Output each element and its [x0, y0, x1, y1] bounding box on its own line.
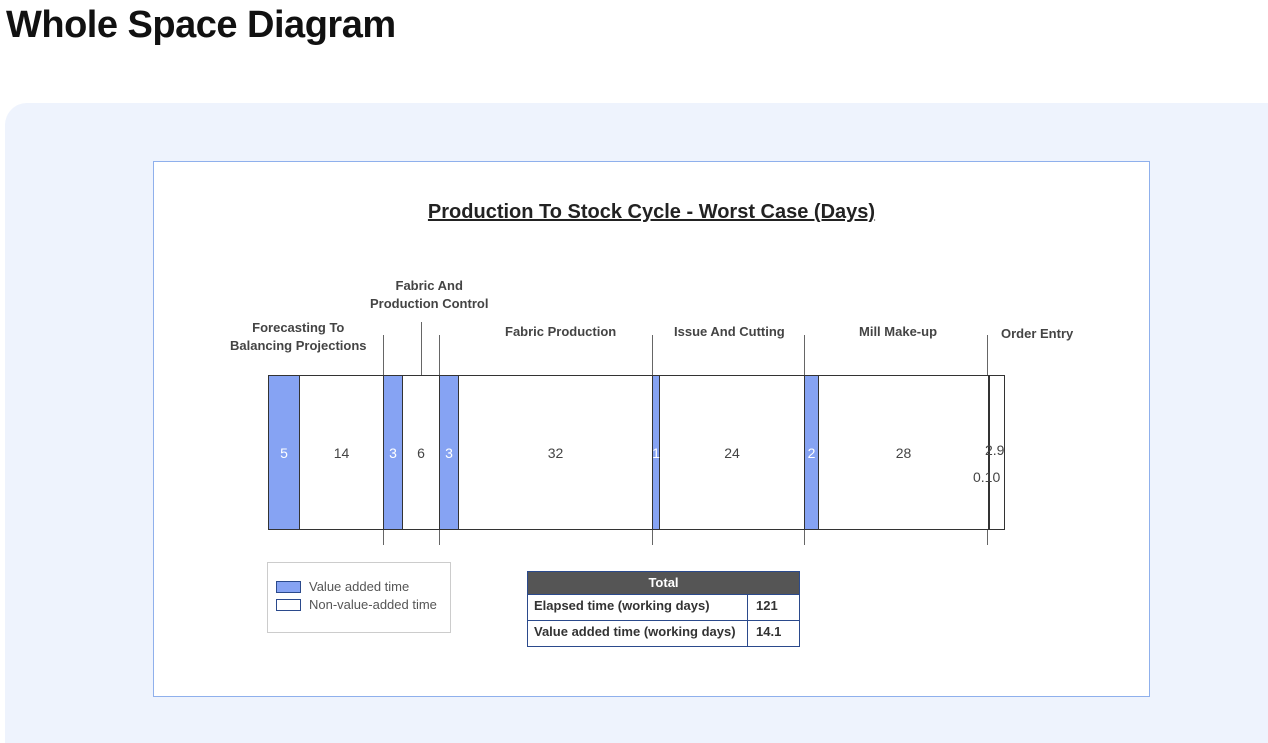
phase-label-forecasting: Forecasting To Balancing Projections [230, 319, 367, 355]
segment-value: 2 [807, 444, 816, 461]
table-row: Value added time (working days) 14.1 [528, 620, 799, 646]
legend-swatch-value-added [276, 580, 301, 593]
phase-label-line: Production Control [370, 296, 489, 311]
time-bar: 5 14 3 6 3 32 1 24 2 28 [268, 375, 1005, 530]
segment-forecasting-va: 5 [269, 376, 300, 529]
phase-label-line: Order Entry [1001, 326, 1074, 341]
diagram-title: Production To Stock Cycle - Worst Case (… [427, 201, 876, 223]
segment-value: 24 [724, 444, 740, 461]
segment-fabric-nva: 32 [459, 376, 653, 529]
phase-label-issue-cutting: Issue And Cutting [674, 323, 785, 341]
phase-label-line: Forecasting To [252, 320, 345, 335]
phase-label-line: Fabric And [395, 278, 463, 293]
phase-divider [421, 322, 422, 384]
segment-order-nva [990, 376, 1004, 529]
segment-issue-nva: 24 [660, 376, 805, 529]
segment-issue-va: 1 [652, 376, 660, 529]
segment-fabric-va: 3 [440, 376, 459, 529]
legend-item-value-added: Value added time [276, 579, 409, 594]
segment-control-va: 3 [384, 376, 403, 529]
order-entry-nva-value: 2.9 [985, 442, 1005, 458]
segment-value: 5 [280, 444, 288, 461]
totals-label: Value added time (working days) [528, 621, 748, 646]
legend-label: Non-value-added time [309, 597, 437, 612]
order-entry-va-value: 0.10 [973, 469, 1001, 485]
segment-order-va [989, 376, 990, 529]
segment-mill-nva: 28 [819, 376, 989, 529]
totals-value: 121 [756, 598, 778, 613]
table-row: Elapsed time (working days) 121 [528, 594, 799, 620]
legend-swatch-non-value-added [276, 598, 301, 611]
segment-forecasting-nva: 14 [300, 376, 384, 529]
diagram-sheet: Production To Stock Cycle - Worst Case (… [153, 161, 1150, 697]
totals-table: Total Elapsed time (working days) 121 Va… [527, 571, 800, 647]
legend-label: Value added time [309, 579, 410, 594]
phase-label-fabric-control: Fabric And Production Control [370, 277, 488, 313]
legend: Value added time Non-value-added time [267, 562, 451, 633]
segment-value: 6 [417, 444, 425, 461]
phase-label-order-entry: Order Entry [1001, 325, 1073, 343]
segment-value: 3 [389, 444, 397, 461]
segment-value: 32 [547, 444, 564, 461]
phase-label-line: Issue And Cutting [674, 324, 785, 339]
totals-label: Elapsed time (working days) [528, 595, 748, 620]
segment-control-nva: 6 [403, 376, 440, 529]
phase-label-mill-makeup: Mill Make-up [859, 323, 937, 341]
segment-mill-va: 2 [805, 376, 819, 529]
legend-item-non-value-added: Non-value-added time [276, 597, 437, 612]
totals-header: Total [528, 572, 799, 594]
phase-label-fabric-production: Fabric Production [505, 323, 616, 341]
totals-value: 14.1 [756, 624, 782, 639]
phase-label-line: Fabric Production [505, 324, 617, 339]
phase-label-line: Mill Make-up [859, 324, 938, 339]
segment-value: 14 [333, 444, 350, 461]
segment-value: 3 [445, 444, 453, 461]
segment-value: 1 [652, 444, 660, 461]
page-title: Whole Space Diagram [6, 4, 396, 46]
segment-value: 28 [895, 444, 912, 461]
phase-label-line: Balancing Projections [230, 338, 367, 353]
